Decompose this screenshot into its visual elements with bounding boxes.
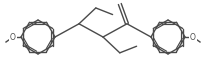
Text: O: O: [10, 32, 16, 41]
Text: O: O: [190, 32, 196, 41]
